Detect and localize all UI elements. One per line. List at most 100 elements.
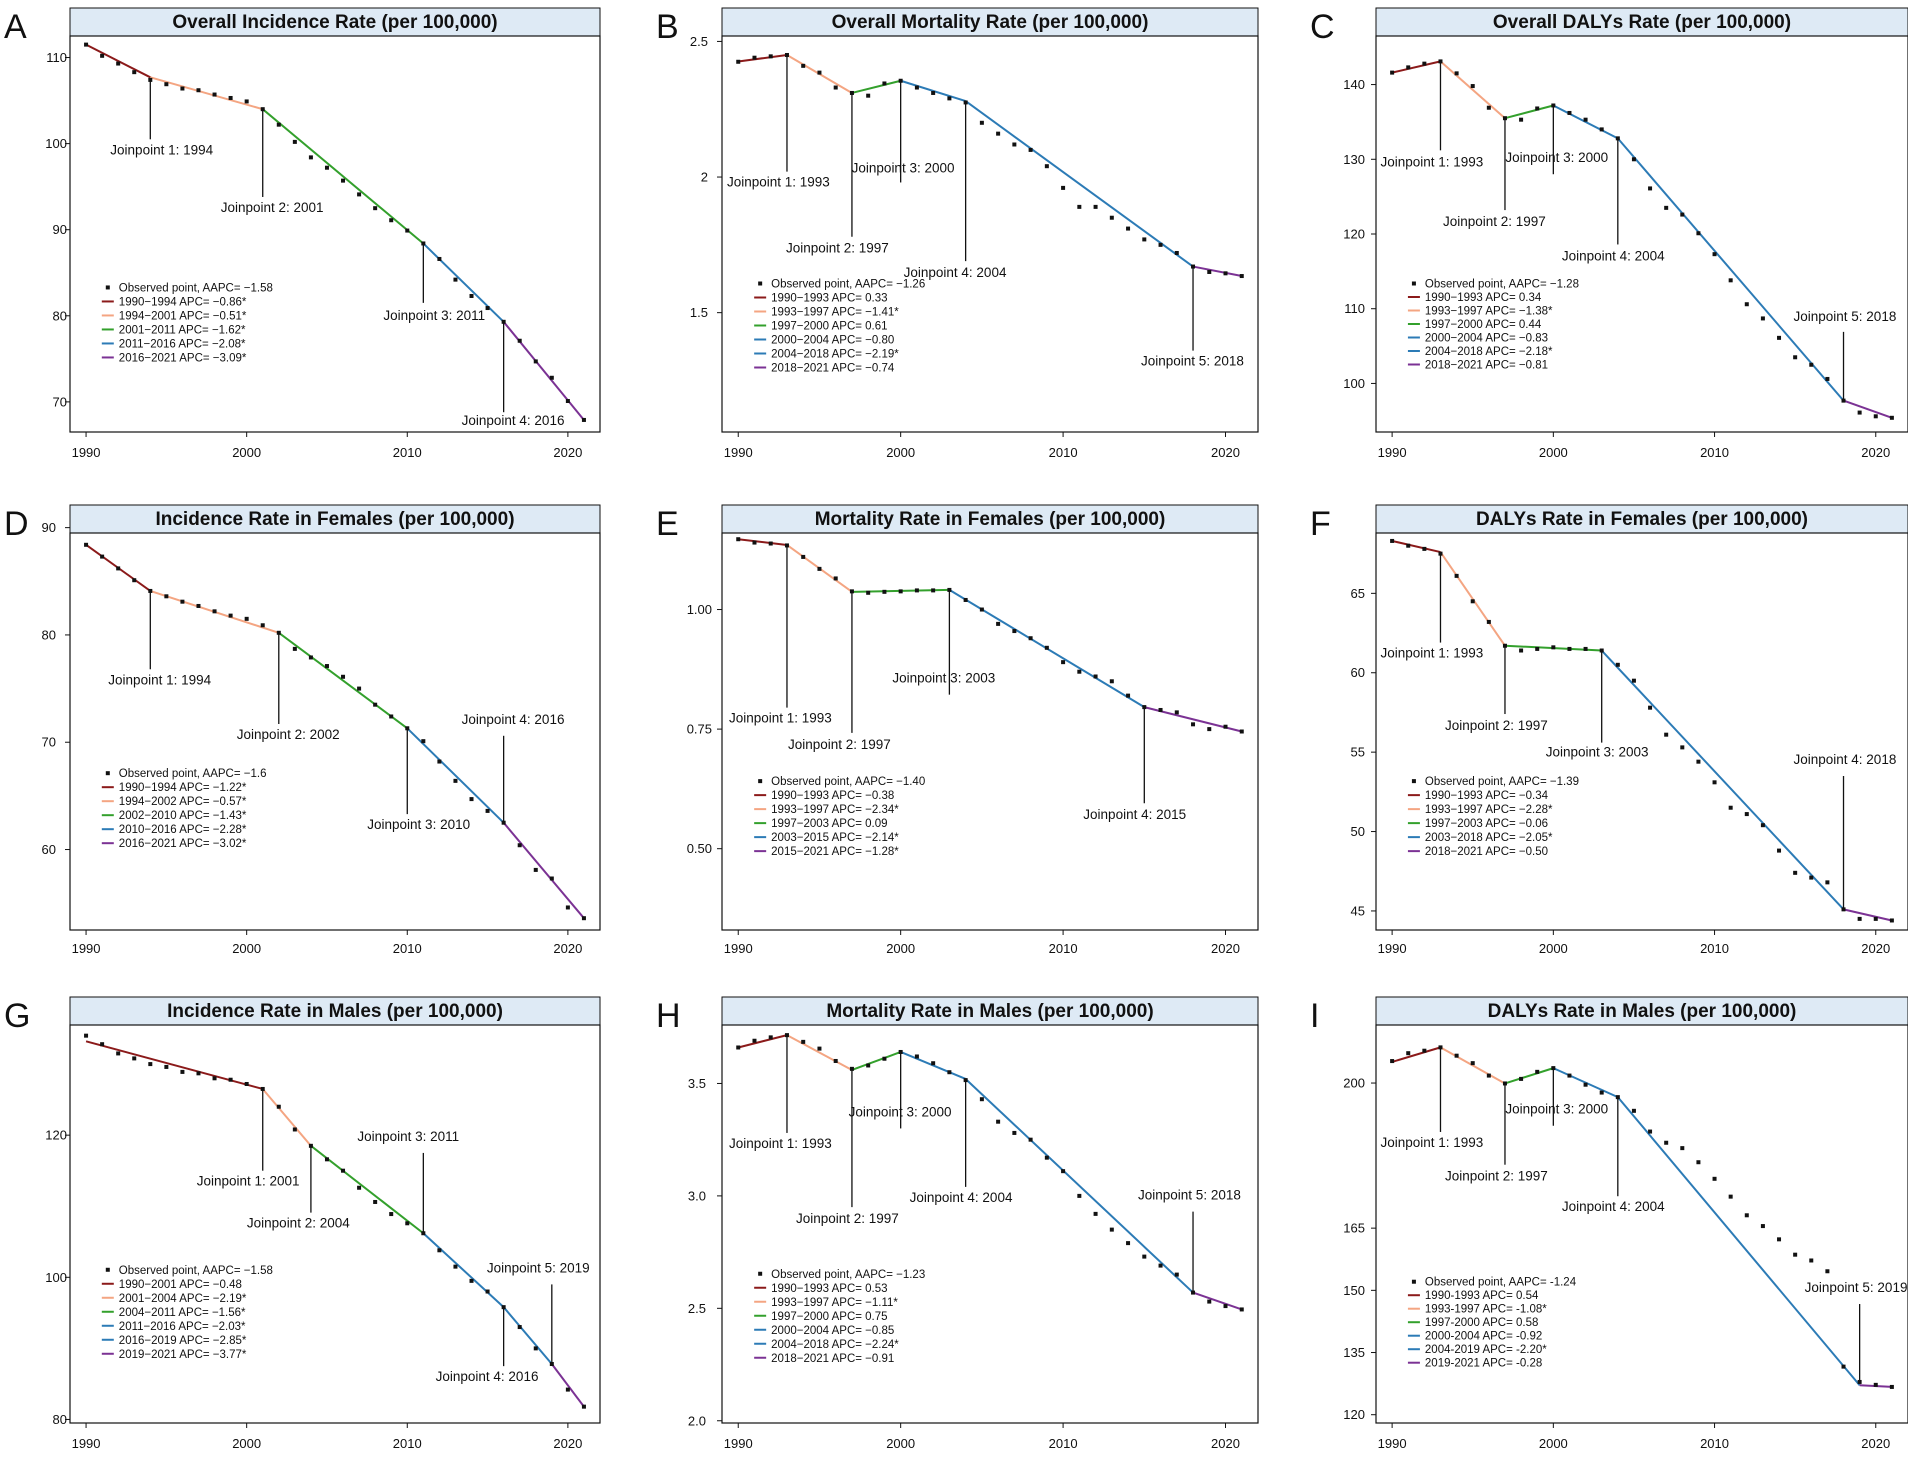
y-tick-label: 2.5 [690,34,708,49]
panel-c: C Overall DALYs Rate (per 100,000) 1990 200… [1310,7,1908,460]
observed-point [1061,660,1066,665]
joinpoint-label: Joinpoint 1: 1993 [727,175,830,190]
observed-point [914,1054,919,1059]
legend-entry: 1997−2000 APC= 0.44 [1425,319,1542,331]
observed-point [866,590,871,595]
observed-point [1422,1048,1427,1053]
title-strip [69,996,601,1026]
observed-point [357,192,362,197]
x-tick-label: 2020 [1861,445,1890,460]
observed-point [389,218,394,223]
chart-title: DALYs Rate in Males (per 100,000) [1488,1001,1797,1022]
observed-point [1044,164,1049,169]
observed-point [1061,185,1066,190]
x-tick-label: 2010 [1049,941,1078,956]
fit-segment [1843,908,1893,922]
observed-point [405,228,410,233]
joinpoint-label: Joinpoint 5: 2018 [1794,309,1897,324]
legend-point-key [105,771,110,776]
y-tick-label: 65 [1351,586,1365,601]
observed-point [1109,215,1114,220]
y-tick-label: 100 [45,136,67,151]
observed-point [517,843,522,848]
observed-point [212,1076,217,1081]
fit-segment [900,1051,967,1080]
panel-letter: E [656,505,679,543]
observed-point [1077,204,1082,209]
observed-point [292,139,297,144]
joinpoint-label: Joinpoint 3: 2011 [383,308,485,323]
observed-point [324,1157,329,1162]
observed-point [1680,745,1685,750]
observed-point [437,759,442,764]
observed-point [1028,1137,1033,1142]
x-tick-label: 2010 [1049,1436,1078,1451]
observed-point [260,623,265,628]
fit-segment [851,79,901,94]
observed-point [1873,414,1878,419]
fit-segment [1504,1067,1554,1085]
observed-point [1696,759,1701,764]
observed-point [1535,1069,1540,1074]
observed-point [898,589,903,594]
fit-segment [150,76,263,111]
joinpoint-label: Joinpoint 2: 1997 [1443,214,1546,229]
joinpoint-label: Joinpoint 4: 2016 [436,1369,539,1384]
legend-entry: 2019−2021 APC= −3.77* [119,1349,247,1361]
x-tick-label: 2010 [1049,445,1078,460]
chart-title: Overall Mortality Rate (per 100,000) [832,12,1149,33]
observed-point [1857,410,1862,415]
observed-point [1760,316,1765,321]
fit-segment [502,822,585,919]
fit-segment [551,1363,585,1408]
observed-point [453,1264,458,1269]
observed-point [1535,646,1540,651]
observed-point [1712,252,1717,257]
observed-point [1438,59,1443,64]
legend-entry: 1997−2003 APC= −0.06 [1425,818,1548,830]
fit-segment [85,1040,263,1090]
x-tick-label: 2020 [1211,445,1240,460]
observed-point [1551,103,1556,108]
fit-segment [1391,60,1441,74]
x-tick-label: 1990 [724,1436,753,1451]
legend-entry: 1993-1997 APC= -1.08* [1425,1304,1547,1316]
observed-point [276,1104,281,1109]
observed-point [882,1056,887,1061]
legend-entry: Observed point, AAPC= −1.39 [1425,776,1579,788]
y-tick-label: 1.00 [687,602,712,617]
plot-frame [721,532,1259,931]
x-tick-label: 2000 [1539,1436,1568,1451]
observed-point [1142,705,1147,710]
title-strip [1375,996,1908,1026]
x-tick-label: 2020 [1211,941,1240,956]
observed-point [228,1077,233,1082]
legend-entry: 2016−2019 APC= −2.85* [119,1335,247,1347]
x-tick-label: 1990 [1378,941,1407,956]
legend-entry: 1990−1993 APC= 0.33 [771,293,887,305]
observed-point [1470,1061,1475,1066]
x-tick-label: 2020 [553,445,582,460]
y-tick-label: 80 [42,627,56,642]
panel-i: I DALYs Rate in Males (per 100,000) 1990 20… [1310,996,1908,1451]
observed-point [963,1078,968,1083]
observed-point [1223,271,1228,276]
legend-entry: Observed point, AAPC= −1.58 [119,282,273,294]
observed-point [469,293,474,298]
observed-point [1406,543,1411,548]
y-tick-label: 3.0 [688,1188,706,1203]
legend-entry: 1997-2000 APC= 0.58 [1425,1317,1539,1329]
x-tick-label: 2000 [232,1436,261,1451]
observed-point [148,77,153,82]
y-tick-label: 120 [1343,1407,1365,1422]
observed-point [784,543,789,548]
joinpoint-label: Joinpoint 4: 2016 [462,712,565,727]
observed-point [1535,106,1540,111]
observed-point [1486,619,1491,624]
observed-point [996,621,1001,626]
observed-point [549,1362,554,1367]
panel-letter: B [656,8,679,46]
observed-point [1631,678,1636,683]
observed-point [1777,335,1782,340]
observed-point [100,1042,105,1047]
